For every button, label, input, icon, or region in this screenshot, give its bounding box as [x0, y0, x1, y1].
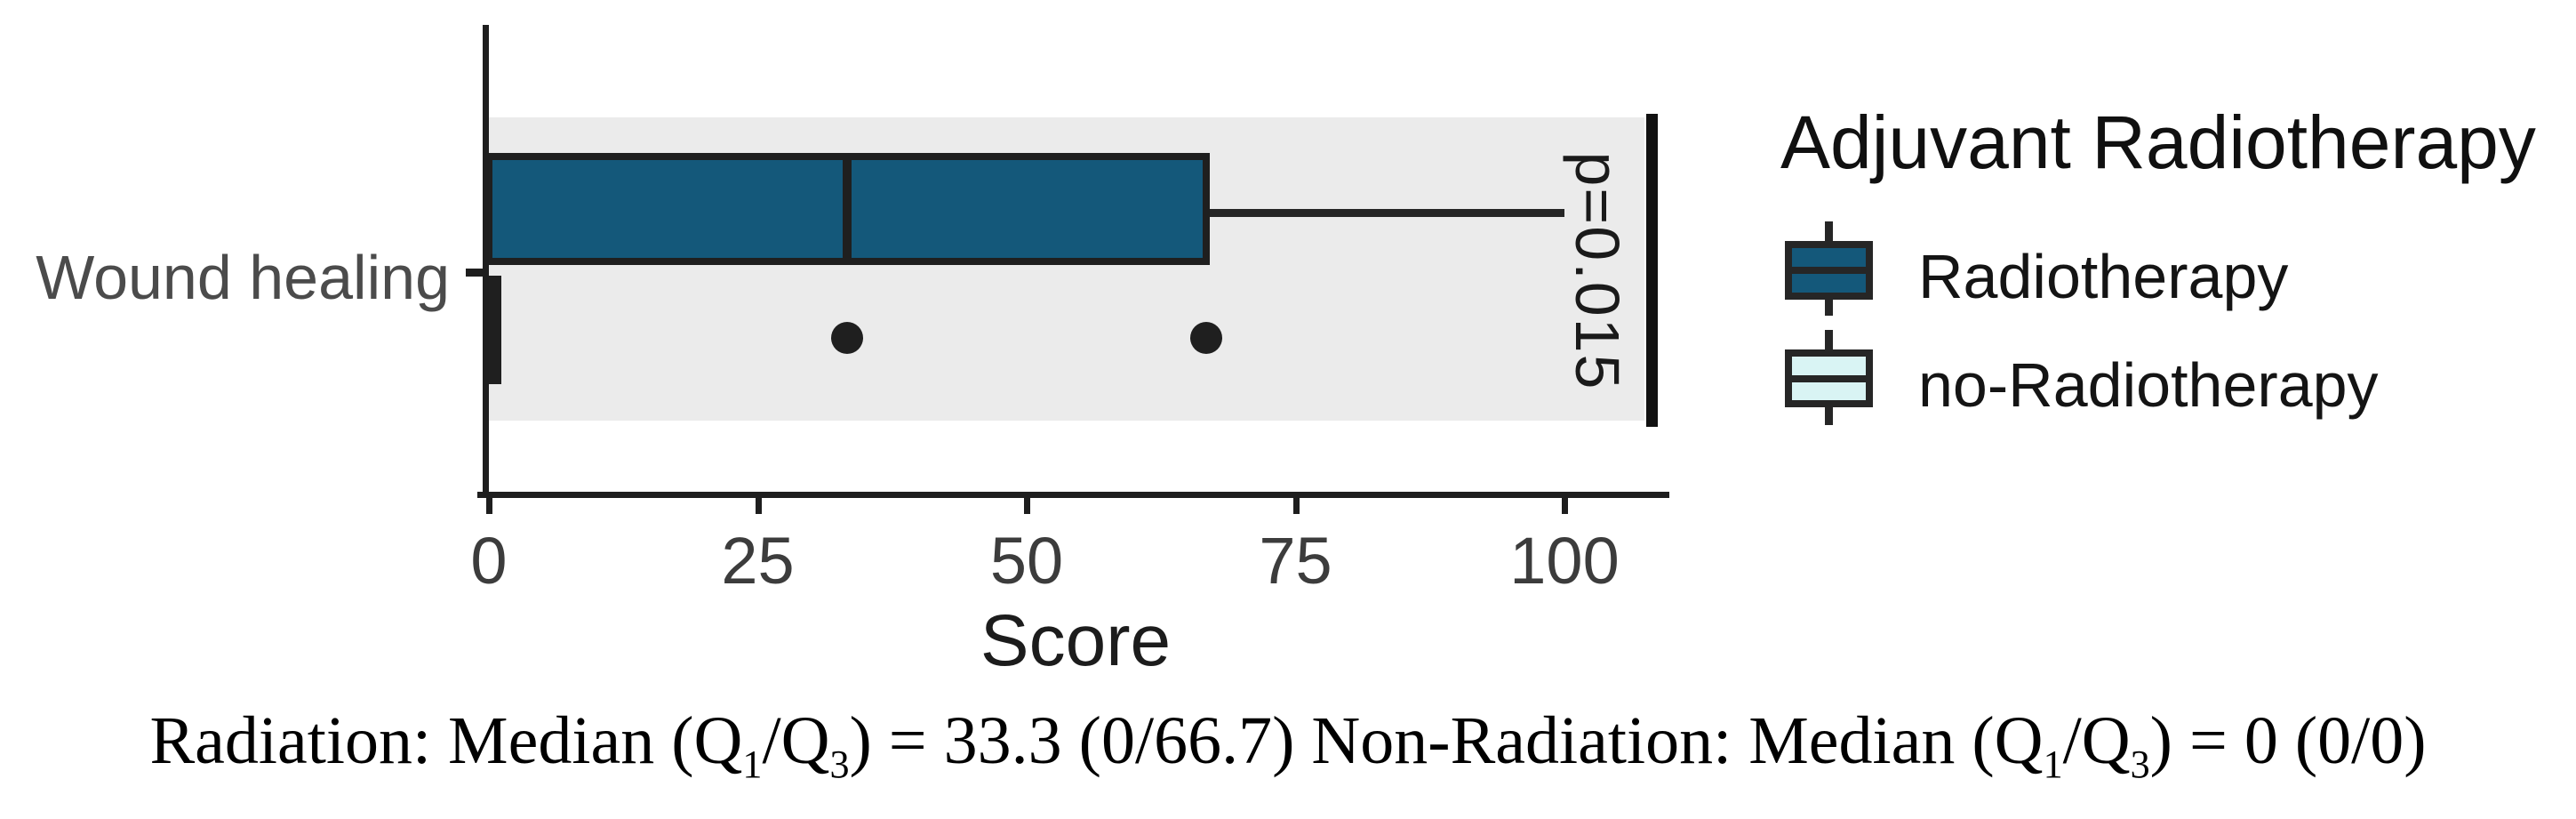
x-tick-label: 75: [1259, 524, 1332, 598]
legend-label-radiotherapy: Radiotherapy: [1918, 242, 2289, 311]
p-value-label: p=0.015: [1563, 151, 1632, 391]
boxplot-key-whisker-icon: [1825, 300, 1833, 316]
y-axis-line: [483, 25, 489, 498]
no-radiotherapy-boxplot-key-icon: [1785, 349, 1873, 407]
radiotherapy-boxplot-key-icon: [1785, 241, 1873, 300]
x-tick-label: 50: [989, 524, 1064, 598]
legend-label-no-radiotherapy: no-Radiotherapy: [1918, 350, 2379, 420]
legend-title: Adjuvant Radiotherapy: [1780, 100, 2536, 184]
x-tick-mark: [1292, 498, 1300, 514]
boxplot-key-whisker-icon: [1825, 330, 1833, 349]
radiotherapy-whisker: [1210, 209, 1564, 217]
no-radiotherapy-collapsed-box: [485, 276, 501, 384]
y-category-label: Wound healing: [36, 243, 450, 312]
x-tick-label: 25: [721, 524, 795, 598]
outlier-point: [830, 322, 863, 354]
radiotherapy-median-line: [842, 153, 852, 265]
category-tick-mark: [466, 269, 484, 277]
boxplot-key-whisker-icon: [1825, 407, 1833, 425]
x-tick-mark: [486, 498, 492, 514]
outlier-point: [1190, 322, 1223, 354]
x-tick-mark: [1562, 498, 1568, 514]
x-axis-line: [477, 492, 1669, 498]
boxplot-key-median-icon: [1792, 374, 1866, 382]
p-value-bracket-line: [1646, 114, 1658, 427]
boxplot-key-whisker-icon: [1825, 221, 1833, 241]
x-axis-title: Score: [980, 600, 1172, 681]
x-tick-mark: [755, 498, 762, 514]
x-tick-mark: [1024, 498, 1030, 514]
x-tick-label: 100: [1509, 524, 1620, 598]
x-tick-label: 0: [470, 524, 508, 598]
boxplot-key-median-icon: [1792, 267, 1866, 274]
caption: Radiation: Median (Q1/Q3) = 33.3 (0/66.7…: [149, 703, 2427, 787]
